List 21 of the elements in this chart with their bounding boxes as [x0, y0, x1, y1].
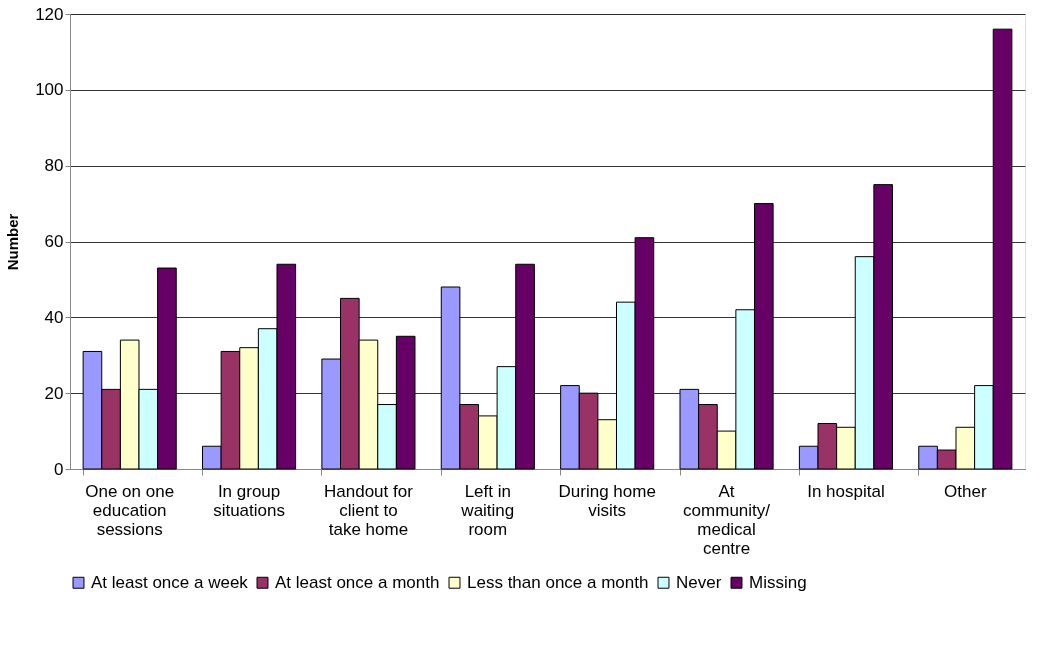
legend-label: Missing	[749, 572, 807, 592]
x-tick-label: Other	[944, 481, 987, 501]
y-tick-label: 60	[44, 232, 64, 251]
y-axis-title: Number	[4, 213, 22, 271]
y-tick-label: 0	[54, 459, 64, 479]
legend-label: At least once a month	[275, 572, 440, 592]
y-tick-label: 80	[44, 156, 64, 176]
x-tick-label: At community/ medical centre	[683, 481, 771, 558]
x-tick-label: In group situations	[213, 481, 285, 520]
x-tick-label: In hospital	[807, 481, 885, 501]
y-tick-label: 120	[35, 4, 64, 24]
legend-label: Less than once a month	[467, 572, 649, 592]
x-tick-label: One on one education sessions	[85, 481, 175, 539]
x-tick-label: Handout for client to take home	[324, 481, 414, 539]
legend-label: Never	[676, 572, 722, 592]
y-tick-label: 100	[35, 80, 64, 100]
legend-label: At least once a week	[91, 572, 249, 592]
x-tick-label: During home visits	[558, 481, 656, 520]
x-tick-label: Left in waiting room	[460, 481, 515, 539]
y-tick-label: 20	[44, 383, 64, 403]
y-tick-label: 40	[44, 307, 64, 327]
